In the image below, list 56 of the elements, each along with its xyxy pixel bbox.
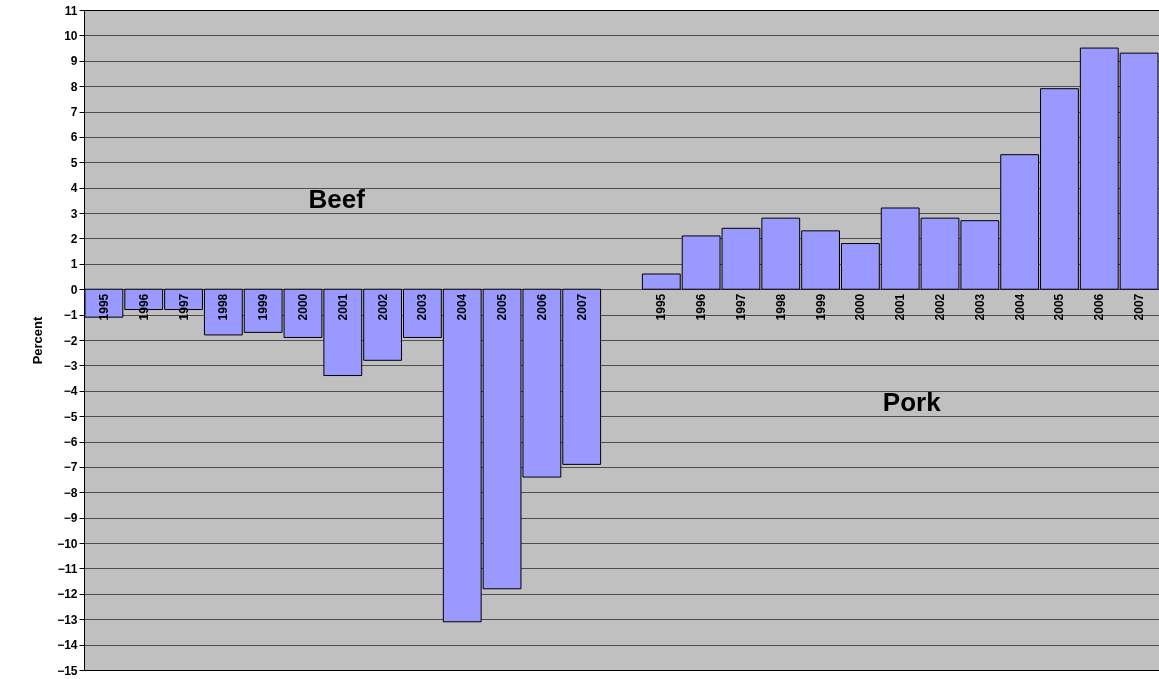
x-tick-label: 2005 — [1052, 293, 1067, 321]
y-tick-label: −14 — [57, 638, 78, 653]
y-tick-label: −13 — [57, 612, 78, 627]
y-tick-label: 4 — [70, 181, 78, 196]
y-tick-label: 3 — [70, 206, 78, 221]
y-tick-label: −4 — [63, 384, 78, 399]
y-tick-label: 0 — [70, 282, 78, 297]
x-tick-label: 2001 — [335, 293, 350, 321]
x-tick-label: 2006 — [534, 293, 549, 321]
y-tick-label: 6 — [70, 130, 78, 145]
annotation: Pork — [882, 387, 942, 418]
x-tick-label: 1999 — [813, 293, 828, 321]
x-tick-label: 2002 — [375, 293, 390, 321]
x-tick-label: 1997 — [733, 293, 748, 321]
y-tick-label: 2 — [70, 231, 78, 246]
x-tick-label: 2003 — [972, 293, 987, 321]
y-tick-label: −6 — [63, 435, 78, 450]
x-tick-label: 1998 — [773, 293, 788, 321]
y-tick-label: 8 — [70, 79, 78, 94]
y-tick-label: 11 — [64, 3, 78, 18]
x-tick-label: 2006 — [1092, 293, 1107, 321]
y-tick-label: 7 — [70, 105, 78, 120]
y-tick-label: −1 — [63, 308, 78, 323]
y-tick-label: −5 — [63, 409, 78, 424]
x-tick-label: 1996 — [694, 293, 709, 321]
y-tick-label: −2 — [63, 333, 78, 348]
x-tick-label: 2007 — [574, 293, 589, 321]
x-tick-label: 2000 — [295, 293, 310, 321]
x-tick-label: 2001 — [893, 293, 908, 321]
y-tick-label: 1 — [70, 257, 78, 272]
y-axis-title: Percent — [30, 315, 46, 365]
x-tick-label: 1999 — [256, 293, 271, 321]
y-tick-label: −9 — [63, 511, 78, 526]
x-tick-label: 2005 — [495, 293, 510, 321]
x-tick-label: 1995 — [96, 293, 111, 321]
x-tick-label: 2004 — [1012, 293, 1027, 321]
y-tick-label: −3 — [63, 358, 78, 373]
y-tick-label: −15 — [57, 663, 78, 678]
x-tick-label: 2003 — [415, 293, 430, 321]
y-tick-label: −7 — [63, 460, 78, 475]
x-tick-label: 2007 — [1132, 293, 1147, 321]
x-tick-label: 1998 — [216, 293, 231, 321]
y-tick-label: −12 — [57, 587, 78, 602]
y-tick-label: −10 — [57, 536, 78, 551]
y-tick-label: 9 — [70, 54, 78, 69]
x-tick-label: 2002 — [933, 293, 948, 321]
x-tick-label: 2004 — [455, 293, 470, 321]
y-tick-label: 10 — [64, 28, 78, 43]
y-tick-label: 5 — [70, 155, 78, 170]
annotation: Beef — [308, 184, 366, 215]
x-tick-label: 1995 — [654, 293, 669, 321]
x-tick-label: 2000 — [853, 293, 868, 321]
y-tick-label: −11 — [57, 561, 78, 576]
x-tick-label: 1997 — [176, 293, 191, 321]
x-tick-label: 1996 — [136, 293, 151, 321]
y-tick-label: −8 — [63, 485, 78, 500]
